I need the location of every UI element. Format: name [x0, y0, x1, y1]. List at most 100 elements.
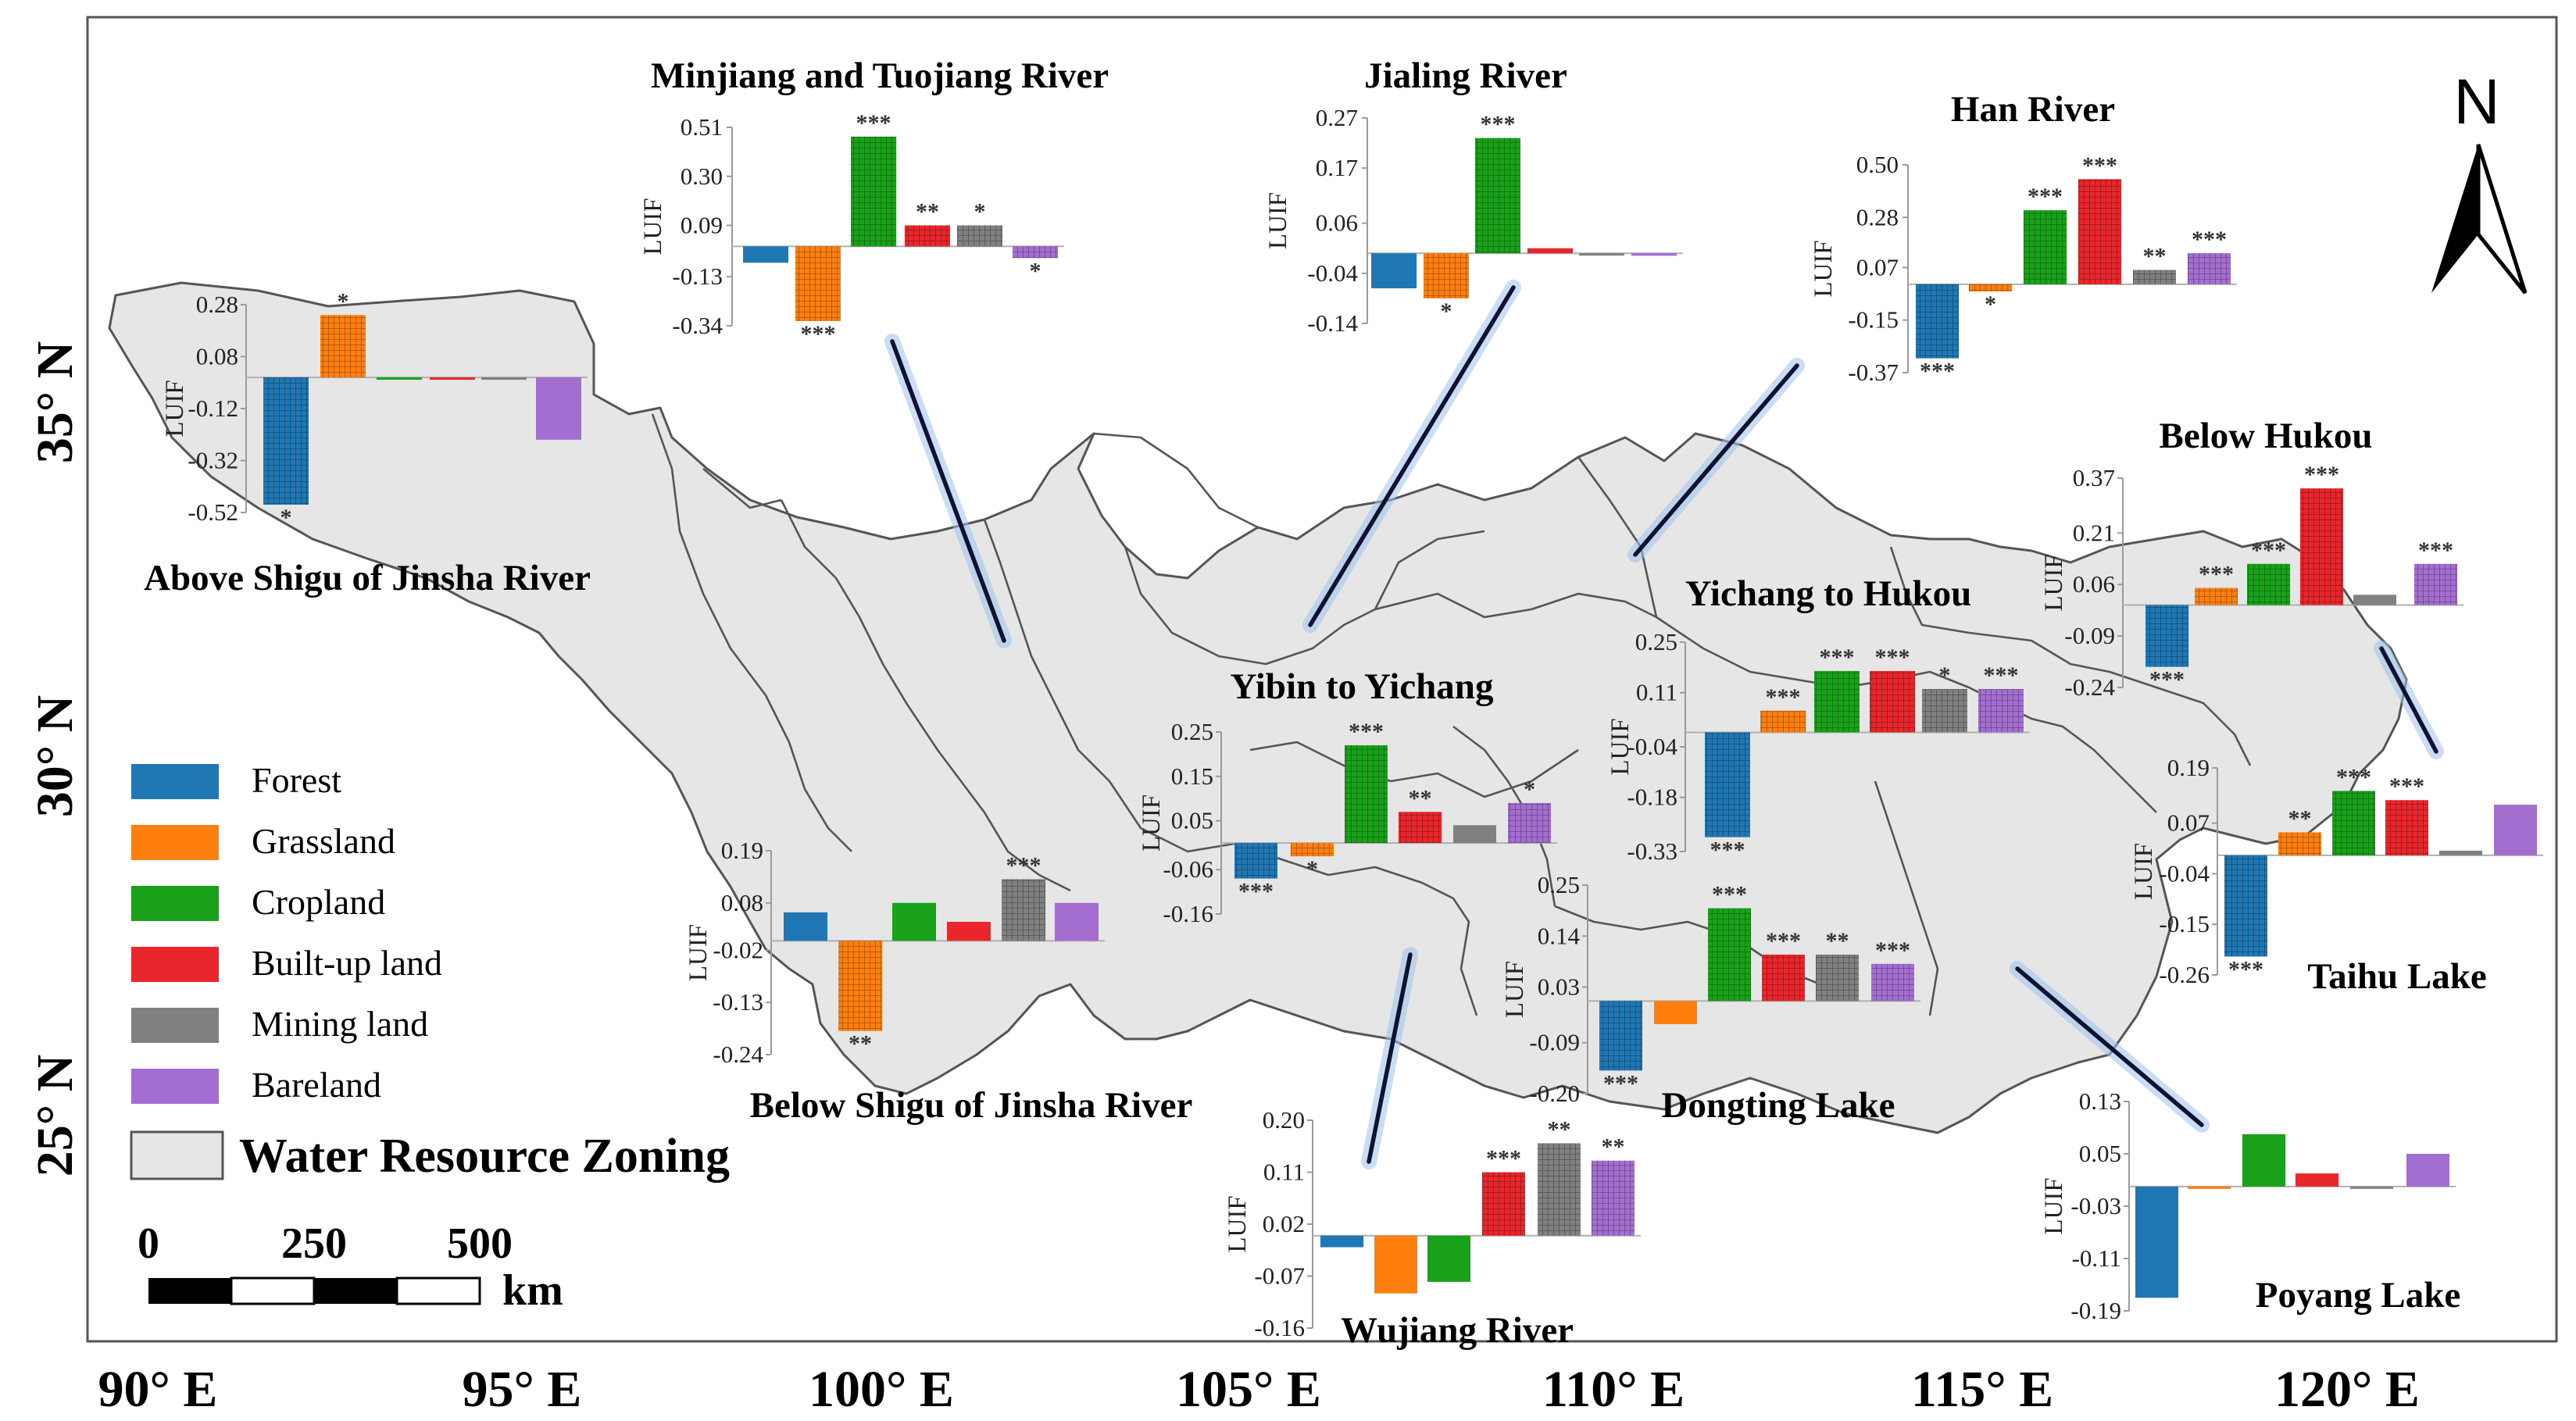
chart-tick-label: -0.04 — [1627, 733, 1677, 760]
leader-lines — [884, 280, 2444, 1169]
chart-tick-label: -0.04 — [1307, 259, 1358, 287]
chart-significance-label: *** — [2304, 462, 2339, 487]
chart-bar-pattern — [1762, 955, 1805, 1001]
chart-tick-label: -0.33 — [1627, 837, 1677, 865]
chart-significance-label: ** — [1409, 785, 1432, 811]
chart-tick-label: 0.50 — [1856, 151, 1899, 178]
chart-tick-label: 0.08 — [196, 343, 238, 370]
chart-bar-pattern — [1978, 689, 2024, 733]
chart-significance-label: *** — [1006, 852, 1041, 878]
chart-tick-label: 0.25 — [1635, 628, 1677, 655]
chart-tick-label: -0.11 — [2072, 1244, 2121, 1272]
scale-label: 500 — [447, 1219, 513, 1268]
chart-bar — [1320, 1235, 1363, 1248]
legend-swatch — [131, 764, 219, 799]
chart-significance-label: * — [1441, 298, 1452, 324]
chart-ylabel: LUIF — [1810, 240, 1838, 297]
chart-tick-label: 0.14 — [1538, 922, 1581, 949]
chart-bar-pattern — [1599, 1001, 1642, 1071]
chart-bar-pattern — [1002, 879, 1045, 941]
chart-bar — [743, 246, 788, 263]
chart-significance-label: *** — [1712, 882, 1747, 908]
chart-significance-label: *** — [1238, 879, 1274, 905]
chart-significance-label: * — [1939, 662, 1951, 688]
scale-segment — [230, 1276, 316, 1305]
chart-bar — [481, 377, 527, 380]
chart-significance-label: *** — [2192, 227, 2227, 252]
latitude-labels: 35° N 30° N 25° N — [27, 341, 84, 1177]
chart-tick-label: 0.06 — [1316, 209, 1358, 237]
chart-tick-label: 0.03 — [1538, 973, 1580, 1001]
chart-tick-label: -0.15 — [1848, 306, 1899, 334]
chart-ylabel: LUIF — [684, 924, 713, 981]
chart-significance-label: ** — [1548, 1117, 1571, 1143]
chart-bar — [2135, 1186, 2178, 1298]
lon-label: 100° E — [809, 1361, 954, 1418]
chart-bar — [2242, 1134, 2285, 1187]
chart-tick-label: 0.21 — [2073, 519, 2115, 546]
chart-tick-label: 0.06 — [2073, 570, 2115, 598]
chart-bar-pattern — [1705, 732, 1750, 837]
chart-bar — [2406, 1154, 2449, 1187]
north-arrow-left-icon — [2431, 145, 2478, 293]
chart-significance-label: ** — [2288, 805, 2312, 831]
chart-bar-pattern — [795, 246, 841, 322]
chart-significance-label: *** — [1481, 112, 1516, 137]
legend-label: Bareland — [252, 1065, 381, 1105]
chart-significance-label: *** — [2028, 184, 2063, 209]
chart-tick-label: -0.34 — [672, 312, 723, 339]
chart-tick-label: 0.25 — [1171, 718, 1213, 745]
lat-label: 30° N — [27, 695, 84, 818]
chart-bar-pattern — [2145, 605, 2188, 667]
chart-bar — [1654, 1001, 1697, 1024]
scale-segment — [395, 1276, 481, 1305]
chart-bar-pattern — [320, 315, 366, 378]
chart-bar-pattern — [1508, 802, 1551, 844]
chart-bar-pattern — [1922, 689, 1967, 733]
chart-bar — [2439, 851, 2482, 855]
zone-swatch — [130, 1130, 224, 1180]
chart-title: Taihu Lake — [2307, 956, 2486, 997]
chart-bar-pattern — [2133, 270, 2176, 284]
chart-significance-label: ** — [916, 199, 939, 225]
chart-tick-label: -0.32 — [188, 447, 238, 474]
chart-bar-pattern — [263, 377, 309, 505]
chart-bar-pattern — [851, 136, 896, 247]
chart-bar-pattern — [1870, 670, 1915, 733]
chart-tick-label: 0.11 — [1263, 1159, 1305, 1186]
chart-ylabel: LUIF — [1264, 192, 1292, 249]
chart-tick-label: -0.13 — [713, 988, 763, 1016]
chart-bar — [430, 377, 475, 380]
chart-tick-label: 0.08 — [721, 889, 763, 916]
legend-swatch — [131, 825, 219, 860]
chart-significance-label: *** — [2336, 764, 2371, 790]
legend-label: Forest — [252, 760, 341, 800]
inset-chart: 0.200.110.02-0.07-0.16LUIF*******Wujiang… — [1224, 1106, 1641, 1351]
chart-bar-pattern — [2188, 253, 2231, 284]
chart-tick-label: -0.18 — [1627, 784, 1677, 811]
chart-bar-pattern — [1234, 843, 1277, 879]
legend-label: Cropland — [252, 882, 385, 922]
chart-bar-pattern — [1482, 1172, 1525, 1236]
chart-bar — [2350, 1186, 2393, 1189]
chart-significance-label: * — [338, 288, 349, 314]
north-arrow: N — [2431, 66, 2528, 295]
chart-tick-label: 0.37 — [2073, 464, 2115, 491]
leader-line — [2379, 646, 2438, 754]
chart-significance-label: * — [1030, 258, 1041, 284]
chart-bar — [1374, 1235, 1417, 1294]
inset-chart: 0.37 0.21 0.06 -0.09 -0.24 LUIF *** *** *** *** **… — [2040, 416, 2463, 701]
yangtze-basin — [108, 281, 2408, 1134]
chart-bar — [784, 912, 827, 941]
scale-unit: km — [502, 1266, 563, 1315]
scale-label: 0 — [138, 1219, 159, 1268]
chart-ylabel: LUIF — [1606, 718, 1635, 775]
chart-significance-label: *** — [1820, 644, 1855, 670]
chart-bar-pattern — [1399, 812, 1442, 844]
chart-significance-label: *** — [1603, 1070, 1638, 1096]
chart-significance-label: * — [1524, 777, 1535, 802]
chart-bar-pattern — [1592, 1160, 1635, 1236]
